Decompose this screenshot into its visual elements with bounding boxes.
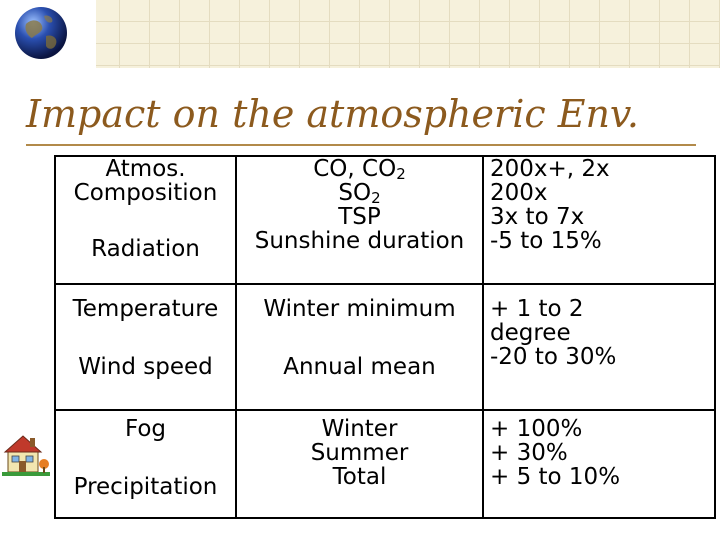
parameter-label: Fog [124,416,167,442]
impact-value: -5 to 15% [490,228,602,254]
impact-value: degree [490,320,571,346]
impact-cell: + 1 to 2 degree -20 to 30% [482,283,716,411]
impact-value: 3x to 7x [490,204,585,230]
parameter-cell: Temperature Wind speed [54,283,237,411]
title-underline [26,144,696,146]
header-banner [0,0,720,68]
parameter-label: Temperature [72,296,219,322]
table-row: Temperature Wind speed Winter minimum An… [54,283,716,411]
slide-title: Impact on the atmospheric Env. [26,92,639,136]
impact-table: Atmos. Composition Radiation CO, CO2 SO2… [54,155,716,519]
impact-value: + 100% [490,416,583,442]
table-row: Atmos. Composition Radiation CO, CO2 SO2… [54,155,716,285]
variable-label: Summer [310,440,409,466]
parameter-cell: Atmos. Composition Radiation [54,155,237,285]
impact-value: 200x [490,180,548,206]
variable-label: CO, CO2 [313,156,406,183]
impact-value: 200x+, 2x [490,156,610,182]
parameter-label: Radiation [91,236,200,262]
variable-label: Winter [321,416,398,442]
variable-label: TSP [338,204,381,230]
parameter-label: Wind speed [78,354,213,380]
variable-label: Annual mean [283,354,436,380]
impact-value: -20 to 30% [490,344,617,370]
impact-cell: + 100% + 30% + 5 to 10% [482,409,716,519]
variable-label: Sunshine duration [254,228,465,254]
variable-cell: Winter minimum Annual mean [235,283,484,411]
table-row: Fog Precipitation Winter Summer Total + … [54,409,716,519]
parameter-cell: Fog Precipitation [54,409,237,519]
variable-label: Winter minimum [263,296,456,322]
impact-value: + 30% [490,440,568,466]
variable-cell: CO, CO2 SO2 TSP Sunshine duration [235,155,484,285]
variable-label: Total [332,464,387,490]
variable-cell: Winter Summer Total [235,409,484,519]
variable-label: SO2 [338,180,381,207]
parameter-label: Precipitation [73,474,218,500]
impact-value: + 1 to 2 [490,296,584,322]
impact-cell: 200x+, 2x 200x 3x to 7x -5 to 15% [482,155,716,285]
house-icon [2,435,50,476]
parameter-label: Composition [73,180,218,206]
impact-value: + 5 to 10% [490,464,621,490]
parameter-label: Atmos. [105,156,186,182]
globe-icon [15,7,67,59]
